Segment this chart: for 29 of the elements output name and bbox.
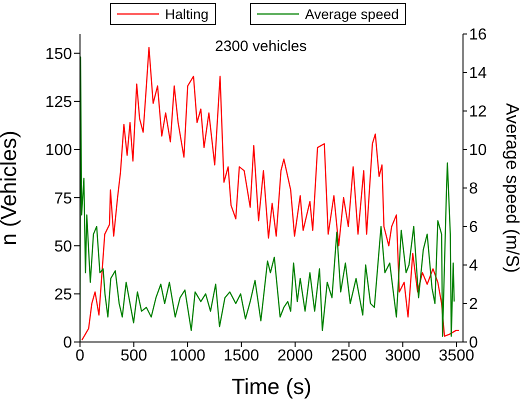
y-tick-label: 150 xyxy=(45,46,72,63)
y2-tick-label: 14 xyxy=(469,65,487,82)
y2-tick-label: 2 xyxy=(469,296,478,314)
x-tick-label: 0 xyxy=(76,347,85,364)
x-tick-label: 3000 xyxy=(384,347,421,364)
y-tick-label: 125 xyxy=(45,94,72,112)
y2-tick-label: 8 xyxy=(469,180,478,198)
y2-tick-label: 4 xyxy=(469,258,478,275)
x-tick-label: 2500 xyxy=(331,347,367,364)
y-axis-title: n (Vehicles) xyxy=(0,130,21,246)
y2-tick-label: 12 xyxy=(469,104,487,121)
y2-tick-label: 16 xyxy=(469,26,487,44)
legend-label: Halting xyxy=(165,6,209,22)
annotation: 2300 vehicles xyxy=(215,38,307,55)
y-tick-label: 75 xyxy=(54,190,72,208)
x-axis-title: Time (s) xyxy=(232,374,312,399)
x-tick-label: 500 xyxy=(120,347,148,364)
y-tick-label: 25 xyxy=(54,286,72,304)
x-tick-label: 3500 xyxy=(438,347,474,364)
x-tick-label: 2000 xyxy=(277,347,314,364)
y2-axis-title: Average speed (m/S) xyxy=(502,103,523,273)
x-tick-label: 1000 xyxy=(170,347,206,364)
x-tick-label: 1500 xyxy=(224,347,260,364)
y2-tick-label: 10 xyxy=(469,142,487,160)
legend-label: Average speed xyxy=(305,6,399,22)
y-tick-label: 50 xyxy=(54,238,72,256)
y-tick-label: 0 xyxy=(63,334,72,352)
y-tick-label: 100 xyxy=(45,142,72,160)
y2-tick-label: 6 xyxy=(469,219,478,236)
